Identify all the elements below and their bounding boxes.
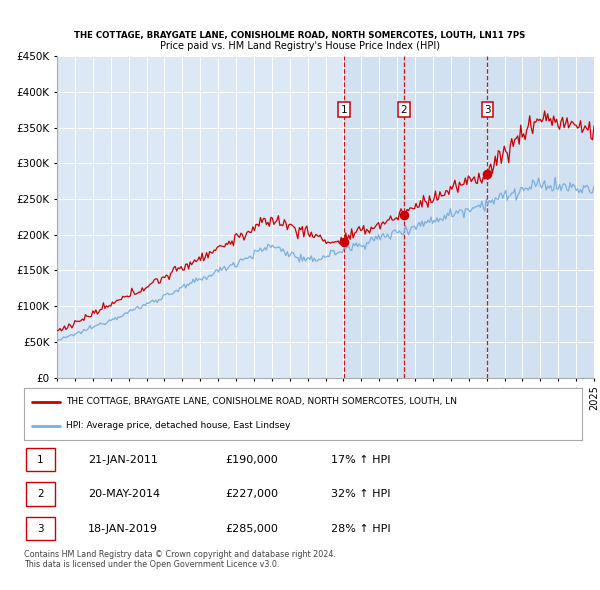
FancyBboxPatch shape	[26, 483, 55, 506]
Bar	[344, 56, 594, 378]
Text: 17% ↑ HPI: 17% ↑ HPI	[331, 455, 391, 465]
Text: Price paid vs. HM Land Registry's House Price Index (HPI): Price paid vs. HM Land Registry's House …	[160, 41, 440, 51]
FancyBboxPatch shape	[26, 448, 55, 471]
Text: 20-MAY-2014: 20-MAY-2014	[88, 489, 160, 499]
Point	[340, 237, 349, 247]
Text: 21-JAN-2011: 21-JAN-2011	[88, 455, 158, 465]
Text: THE COTTAGE, BRAYGATE LANE, CONISHOLME ROAD, NORTH SOMERCOTES, LOUTH, LN11 7PS: THE COTTAGE, BRAYGATE LANE, CONISHOLME R…	[74, 31, 526, 40]
Point	[399, 211, 409, 220]
Text: THE COTTAGE, BRAYGATE LANE, CONISHOLME ROAD, NORTH SOMERCOTES, LOUTH, LN: THE COTTAGE, BRAYGATE LANE, CONISHOLME R…	[66, 397, 457, 406]
Text: 3: 3	[37, 523, 43, 533]
Text: 1: 1	[341, 104, 347, 114]
Text: £285,000: £285,000	[225, 523, 278, 533]
Text: Contains HM Land Registry data © Crown copyright and database right 2024.
This d: Contains HM Land Registry data © Crown c…	[24, 550, 336, 569]
Text: £227,000: £227,000	[225, 489, 278, 499]
Text: HPI: Average price, detached house, East Lindsey: HPI: Average price, detached house, East…	[66, 421, 290, 430]
Text: 28% ↑ HPI: 28% ↑ HPI	[331, 523, 391, 533]
Text: 18-JAN-2019: 18-JAN-2019	[88, 523, 158, 533]
Text: 3: 3	[484, 104, 491, 114]
Text: £190,000: £190,000	[225, 455, 278, 465]
Text: 1: 1	[37, 455, 43, 465]
Text: 32% ↑ HPI: 32% ↑ HPI	[331, 489, 391, 499]
Text: 2: 2	[401, 104, 407, 114]
FancyBboxPatch shape	[26, 517, 55, 540]
Text: 2: 2	[37, 489, 43, 499]
Point	[482, 169, 492, 179]
